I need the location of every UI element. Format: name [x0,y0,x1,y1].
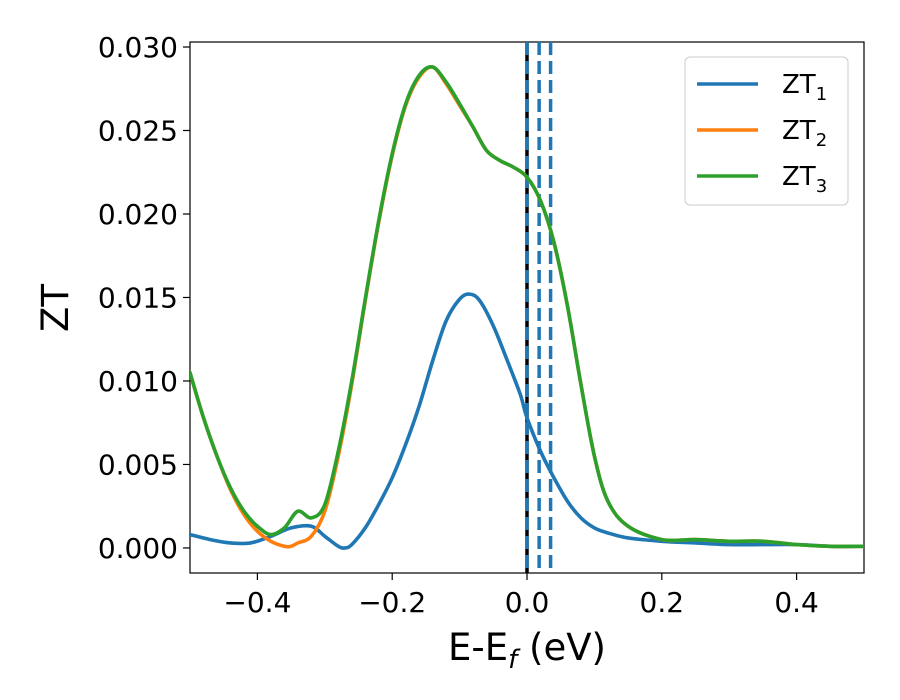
x-tick-label: 0.2 [640,586,685,619]
y-tick-label: 0.015 [98,281,178,314]
x-tick-label: −0.2 [358,586,426,619]
x-tick-label: −0.4 [223,586,291,619]
legend: ZT1 ZT2 ZT3 [684,56,849,206]
x-axis-ticks: −0.4 −0.2 0.0 0.2 0.4 [223,573,819,619]
y-axis-label: ZT [34,284,77,332]
x-tick-label: 0.4 [774,586,819,619]
y-tick-label: 0.000 [98,532,178,565]
legend-label-1: ZT1 [782,70,827,105]
y-tick-label: 0.030 [98,31,178,64]
y-tick-label: 0.025 [98,115,178,148]
series-line-3 [190,65,864,549]
legend-label-2: ZT2 [782,116,827,151]
x-axis-label: E-Ef (eV) [448,626,606,675]
y-tick-label: 0.020 [98,198,178,231]
vertical-reference-lines [525,42,553,573]
y-tick-label: 0.010 [98,365,178,398]
legend-label-3: ZT3 [782,162,827,197]
y-tick-label: 0.005 [98,448,178,481]
y-axis-ticks: 0.000 0.005 0.010 0.015 0.020 0.025 0.030 [98,31,190,565]
series-lines [190,65,864,550]
legend-box [684,56,849,206]
x-tick-label: 0.0 [505,586,550,619]
